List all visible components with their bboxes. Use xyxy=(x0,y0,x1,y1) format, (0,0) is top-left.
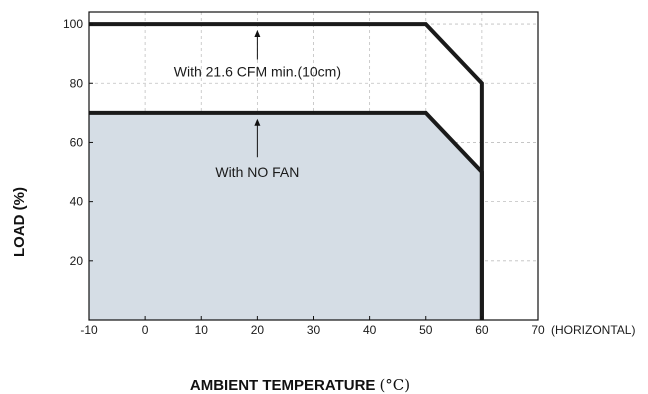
series-2-fill xyxy=(89,112,482,320)
tick-labels: -10 0 10 20 30 40 50 60 70 20 40 60 80 100 xyxy=(63,17,545,337)
annotation-1-arrow-head xyxy=(254,29,261,37)
annotation-1-label: With 21.6 CFM min.(10cm) xyxy=(174,63,341,79)
x-axis-note: (HORIZONTAL) xyxy=(551,323,635,337)
fill-area xyxy=(89,112,482,320)
plot-frame xyxy=(88,11,539,321)
y-tick-label: 100 xyxy=(63,17,83,31)
y-tick-label: 60 xyxy=(70,135,84,149)
y-axis-title: LOAD (%) xyxy=(11,187,28,257)
x-tick-label: 30 xyxy=(307,323,321,337)
x-tick-label: 40 xyxy=(363,323,377,337)
x-tick-label: 0 xyxy=(142,323,149,337)
x-axis-title-text: AMBIENT TEMPERATURE xyxy=(190,377,376,394)
annotation-2-arrow-head xyxy=(254,118,261,126)
y-tick-label: 40 xyxy=(70,195,84,209)
annotation-2-label: With NO FAN xyxy=(215,164,299,180)
series-2-line xyxy=(89,110,484,320)
y-tick-label: 80 xyxy=(70,76,84,90)
x-tick-label: 70 xyxy=(531,323,545,337)
x-axis-unit: (°C) xyxy=(379,376,410,394)
x-tick-label: -10 xyxy=(80,323,98,337)
x-tick-label: 10 xyxy=(195,323,209,337)
annotations: With 21.6 CFM min.(10cm) With NO FAN xyxy=(174,29,341,180)
y-tick-label: 20 xyxy=(70,254,84,268)
x-tick-label: 60 xyxy=(475,323,489,337)
x-tick-label: 20 xyxy=(251,323,265,337)
series-lines xyxy=(89,22,484,320)
x-tick-label: 50 xyxy=(419,323,433,337)
x-axis-title: AMBIENT TEMPERATURE (°C) xyxy=(190,376,410,394)
